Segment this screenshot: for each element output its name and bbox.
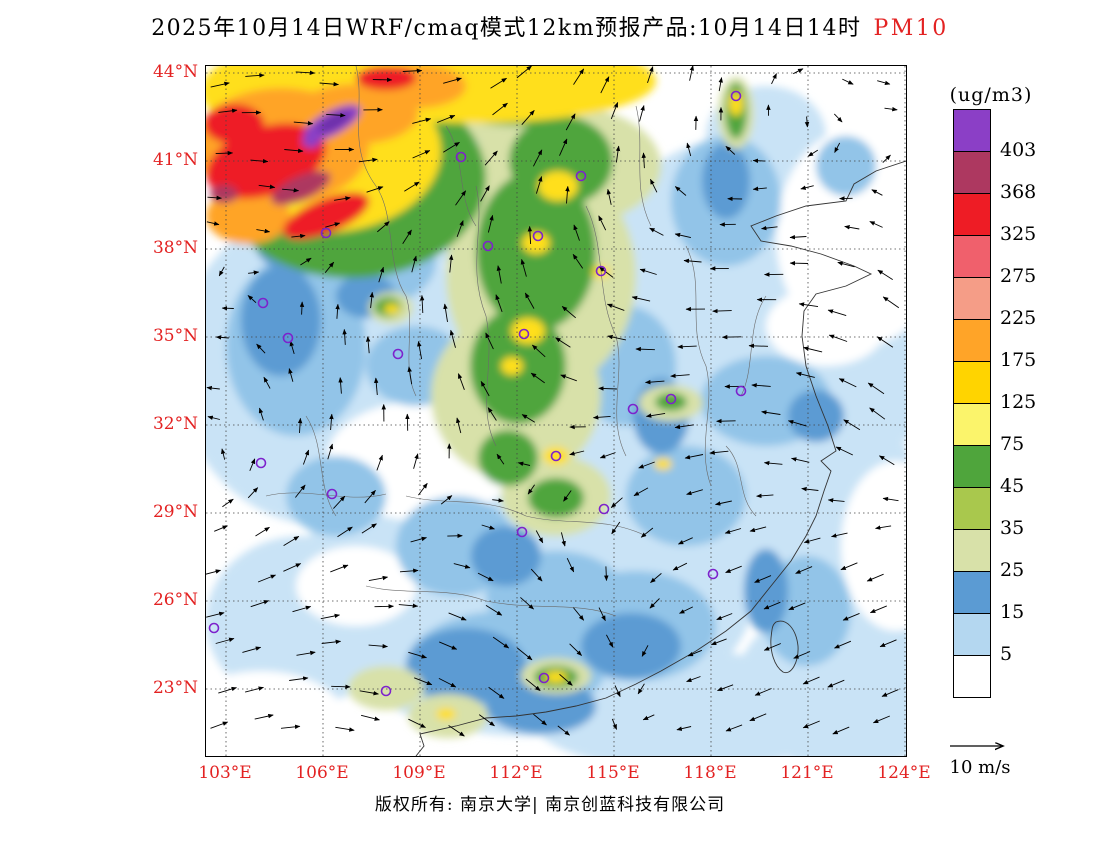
station-marker <box>208 622 220 634</box>
legend-unit-label: (ug/m3) <box>949 84 1033 106</box>
legend-color-block <box>953 613 991 656</box>
legend-color-block <box>953 151 991 194</box>
legend-level-label: 225 <box>1000 307 1037 329</box>
station-marker <box>730 90 742 102</box>
legend-level-label: 25 <box>1000 559 1025 581</box>
pm10-map-canvas <box>206 66 906 756</box>
station-markers <box>208 90 747 697</box>
legend-level-label: 275 <box>1000 265 1037 287</box>
lat-tick-label: 26°N <box>152 590 198 610</box>
lat-tick-label: 38°N <box>152 238 198 258</box>
wind-reference-arrow <box>950 738 1014 754</box>
station-marker <box>482 240 494 252</box>
title-main: 2025年10月14日WRF/cmaq模式12km预报产品:10月14日14时 <box>151 16 862 41</box>
province-boundaries <box>265 66 767 617</box>
map-panel <box>205 65 907 757</box>
legend-colorbar <box>953 109 991 698</box>
lon-tick-label: 106°E <box>295 763 349 783</box>
station-marker <box>518 328 530 340</box>
legend-color-block <box>953 655 991 698</box>
legend-level-label: 325 <box>1000 223 1037 245</box>
station-marker <box>575 170 587 182</box>
legend-level-label: 175 <box>1000 349 1037 371</box>
legend-level-label: 35 <box>1000 517 1025 539</box>
legend-level-labels: 403 368 325 275 225 175 125 75 45 35 25 15 5 <box>1000 109 1062 734</box>
station-marker <box>516 526 528 538</box>
station-marker <box>735 385 747 397</box>
lon-tick-label: 121°E <box>780 763 834 783</box>
legend-level-label: 368 <box>1000 181 1037 203</box>
lon-tick-label: 109°E <box>392 763 446 783</box>
legend-color-block <box>953 403 991 446</box>
lon-tick-label: 115°E <box>586 763 640 783</box>
station-marker <box>665 393 677 405</box>
legend-color-block <box>953 445 991 488</box>
copyright-footer: 版权所有: 南京大学| 南京创蓝科技有限公司 <box>374 795 726 815</box>
station-marker <box>550 450 562 462</box>
station-marker <box>707 568 719 580</box>
legend-level-label: 5 <box>1000 643 1013 665</box>
legend-color-block <box>953 193 991 236</box>
station-marker <box>392 348 404 360</box>
wind-reference-label: 10 m/s <box>949 757 1011 778</box>
lon-tick-label: 112°E <box>489 763 543 783</box>
lat-tick-label: 35°N <box>152 326 198 346</box>
legend-color-block <box>953 361 991 404</box>
lat-tick-label: 32°N <box>152 414 198 434</box>
legend-level-label: 45 <box>1000 475 1025 497</box>
lat-tick-label: 23°N <box>152 678 198 698</box>
legend-color-block <box>953 277 991 320</box>
legend-color-block <box>953 529 991 572</box>
lat-tick-label: 44°N <box>152 62 198 82</box>
station-marker <box>598 503 610 515</box>
legend-color-block <box>953 319 991 362</box>
station-marker <box>380 685 392 697</box>
title-pollutant: PM10 <box>873 16 949 41</box>
legend-color-block <box>953 235 991 278</box>
station-marker <box>532 230 544 242</box>
legend-color-block <box>953 571 991 614</box>
station-marker <box>627 403 639 415</box>
lon-tick-label: 124°E <box>877 763 931 783</box>
lon-tick-label: 118°E <box>683 763 737 783</box>
legend-color-block <box>953 109 991 152</box>
wind-vector-field <box>206 66 900 737</box>
legend-level-label: 403 <box>1000 139 1037 161</box>
station-marker <box>326 488 338 500</box>
legend-color-block <box>953 487 991 530</box>
station-marker <box>282 332 294 344</box>
coastline <box>415 160 906 756</box>
legend-level-label: 15 <box>1000 601 1025 623</box>
station-marker <box>538 672 550 684</box>
station-marker <box>255 457 267 469</box>
station-marker <box>455 151 467 163</box>
lat-tick-label: 29°N <box>152 502 198 522</box>
lon-tick-label: 103°E <box>198 763 252 783</box>
page-title: 2025年10月14日WRF/cmaq模式12km预报产品:10月14日14时 P… <box>0 10 1100 42</box>
legend-level-label: 75 <box>1000 433 1025 455</box>
legend-level-label: 125 <box>1000 391 1037 413</box>
lat-tick-label: 41°N <box>152 150 198 170</box>
station-marker <box>595 265 607 277</box>
station-marker <box>320 227 332 239</box>
station-marker <box>257 297 269 309</box>
